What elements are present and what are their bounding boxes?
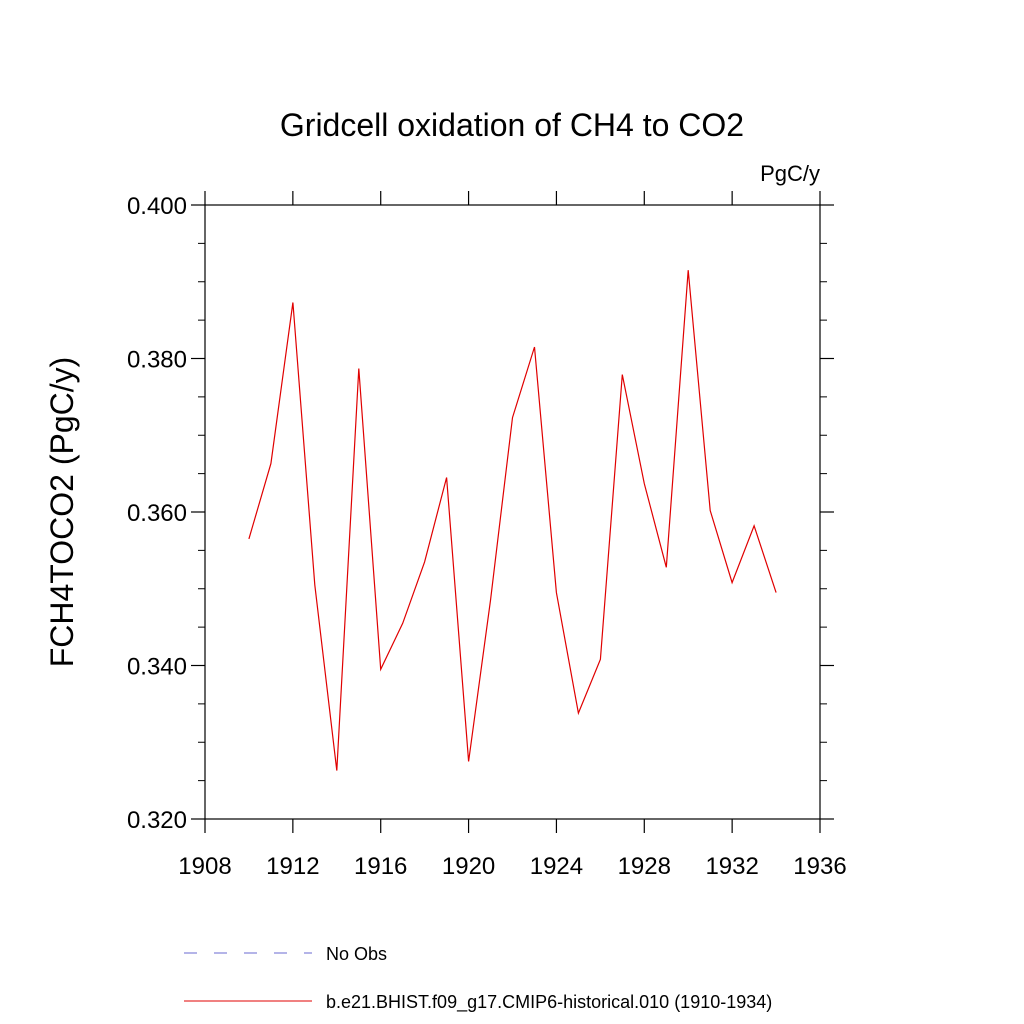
legend-label: b.e21.BHIST.f09_g17.CMIP6-historical.010… (326, 992, 772, 1013)
x-tick-label: 1924 (530, 853, 583, 880)
y-tick-label: 0.400 (127, 193, 187, 220)
x-axis-ticks (204, 191, 821, 833)
x-tick-label: 1936 (793, 853, 846, 880)
x-axis-tick-labels: 1908 1912 1916 1920 1924 1928 1932 1936 (178, 853, 846, 880)
y-axis-label: FCH4TOCO2 (PgC/y) (44, 357, 80, 668)
series-line (248, 270, 777, 771)
y-tick-label: 0.360 (127, 500, 187, 527)
legend: No Obs b.e21.BHIST.f09_g17.CMIP6-historic… (184, 944, 772, 1013)
x-tick-label: 1908 (178, 853, 231, 880)
x-tick-label: 1916 (354, 853, 407, 880)
x-tick-label: 1932 (705, 853, 758, 880)
y-axis-ticks (191, 204, 834, 820)
y-tick-label: 0.380 (127, 347, 187, 374)
series-group (248, 270, 777, 771)
y-tick-label: 0.340 (127, 654, 187, 681)
x-tick-label: 1928 (618, 853, 671, 880)
plot-frame (204, 204, 821, 820)
y-axis-tick-labels: 0.320 0.340 0.360 0.380 0.400 (127, 193, 187, 834)
y-tick-label: 0.320 (127, 807, 187, 834)
x-tick-label: 1912 (266, 853, 319, 880)
chart-title: Gridcell oxidation of CH4 to CO2 (280, 107, 744, 143)
units-label: PgC/y (760, 161, 820, 186)
x-tick-label: 1920 (442, 853, 495, 880)
legend-label: No Obs (326, 944, 387, 964)
